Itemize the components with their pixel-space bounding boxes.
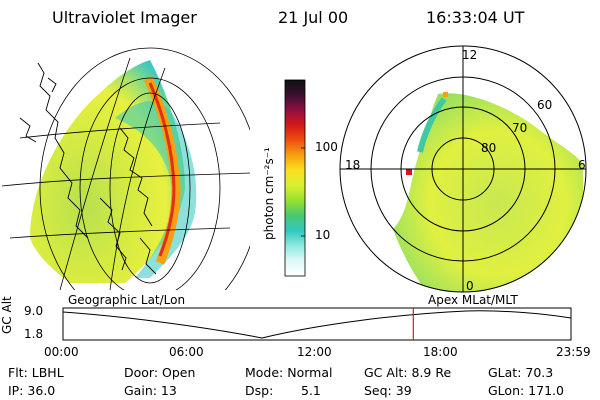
dsp-label: Dsp:	[245, 383, 274, 398]
polar-hotspot-orange	[443, 92, 448, 97]
coastlines	[19, 62, 157, 275]
ip-status: IP: 36.0	[8, 383, 56, 398]
altitude-curve	[62, 310, 572, 339]
polar-edge-cyan	[417, 97, 447, 153]
geographic-image	[1, 47, 250, 290]
glat-status: GLat: 70.3	[488, 365, 554, 380]
timeline-xtick-2: 12:00	[297, 345, 332, 359]
door-status: Door: Open	[124, 365, 196, 380]
colorbar-tick-10: 10	[315, 228, 331, 242]
cyan-fringe	[115, 101, 197, 278]
dsp-value: 5.1	[301, 383, 321, 398]
lat-label-80: 80	[481, 141, 497, 155]
colorbar-unit-label: photon cm⁻²s⁻¹	[262, 147, 276, 240]
timeline-axis-label: GC Alt	[0, 296, 14, 334]
glon-status: GLon: 171.0	[488, 383, 564, 398]
polar-hotspot	[406, 169, 412, 175]
timeline-xtick-1: 06:00	[169, 345, 204, 359]
gain-status: Gain: 13	[124, 383, 177, 398]
mlt-label-18: 18	[345, 158, 361, 172]
image-date: 21 Jul 00	[278, 8, 349, 27]
lat-lon-grid	[1, 47, 250, 290]
colorbar	[284, 79, 306, 277]
colorbar-tick-100: 100	[315, 140, 338, 154]
mode-status: Mode: Normal	[245, 365, 333, 380]
polar-plot	[339, 45, 587, 293]
mlt-label-6: 6	[578, 158, 586, 172]
mlt-label-0: 0	[466, 279, 474, 293]
app-title: Ultraviolet Imager	[52, 8, 197, 27]
polar-emission	[393, 93, 583, 292]
mlt-label-12: 12	[462, 48, 478, 62]
polar-grid	[339, 45, 587, 293]
gc-alt-status: GC Alt: 8.9 Re	[364, 365, 452, 380]
timeline-xtick-4: 23:59	[556, 345, 591, 359]
lat-label-60: 60	[537, 98, 553, 112]
timeline-xtick-3: 18:00	[423, 345, 458, 359]
timeline-xtick-0: 00:00	[44, 345, 79, 359]
geo-panel-label: Geographic Lat/Lon	[68, 293, 186, 307]
image-time: 16:33:04 UT	[426, 8, 525, 27]
seq-status: Seq: 39	[364, 383, 412, 398]
filter-status: Flt: LBHL	[8, 365, 64, 380]
auroral-arc-core	[148, 82, 176, 257]
timeline-plot	[62, 307, 572, 341]
timeline-ytick-bottom: 1.8	[24, 327, 44, 341]
polar-panel-label: Apex MLat/MLT	[428, 293, 518, 307]
lat-label-70: 70	[512, 121, 528, 135]
timeline-ytick-top: 9.0	[24, 304, 44, 318]
